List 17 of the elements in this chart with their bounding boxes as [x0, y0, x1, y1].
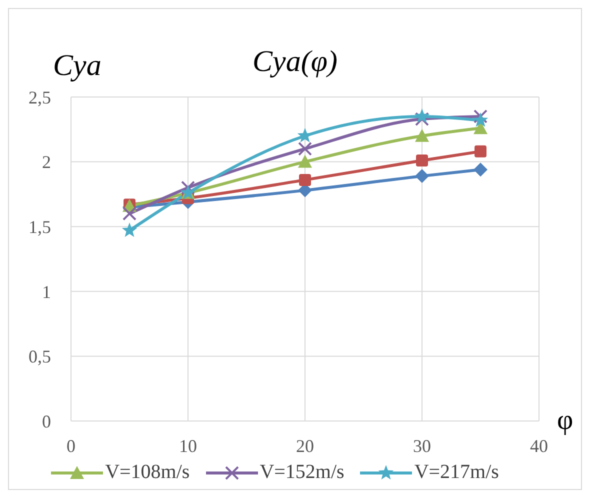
- y-axis-title: Cya: [53, 49, 102, 83]
- x-axis-title: φ: [557, 405, 574, 437]
- legend-label: V=108m/s: [104, 461, 190, 484]
- legend-label: V=217m/s: [413, 461, 499, 484]
- y-tick-label: 1: [42, 282, 51, 302]
- x-tick-label: 0: [66, 436, 76, 456]
- y-tick-label: 0,5: [28, 346, 51, 367]
- y-tick-label: 2,5: [28, 87, 51, 108]
- x-tick-label: 40: [530, 436, 548, 456]
- x-tick-label: 30: [413, 436, 431, 456]
- chart-title: Cya(φ): [252, 45, 338, 78]
- legend-label: V=152m/s: [258, 461, 344, 484]
- x-tick-label: 10: [179, 436, 197, 456]
- y-tick-label: 1,5: [28, 216, 51, 237]
- y-tick-label: 2: [42, 152, 51, 172]
- x-tick-label: 20: [296, 436, 314, 456]
- y-tick-label: 0: [42, 411, 51, 432]
